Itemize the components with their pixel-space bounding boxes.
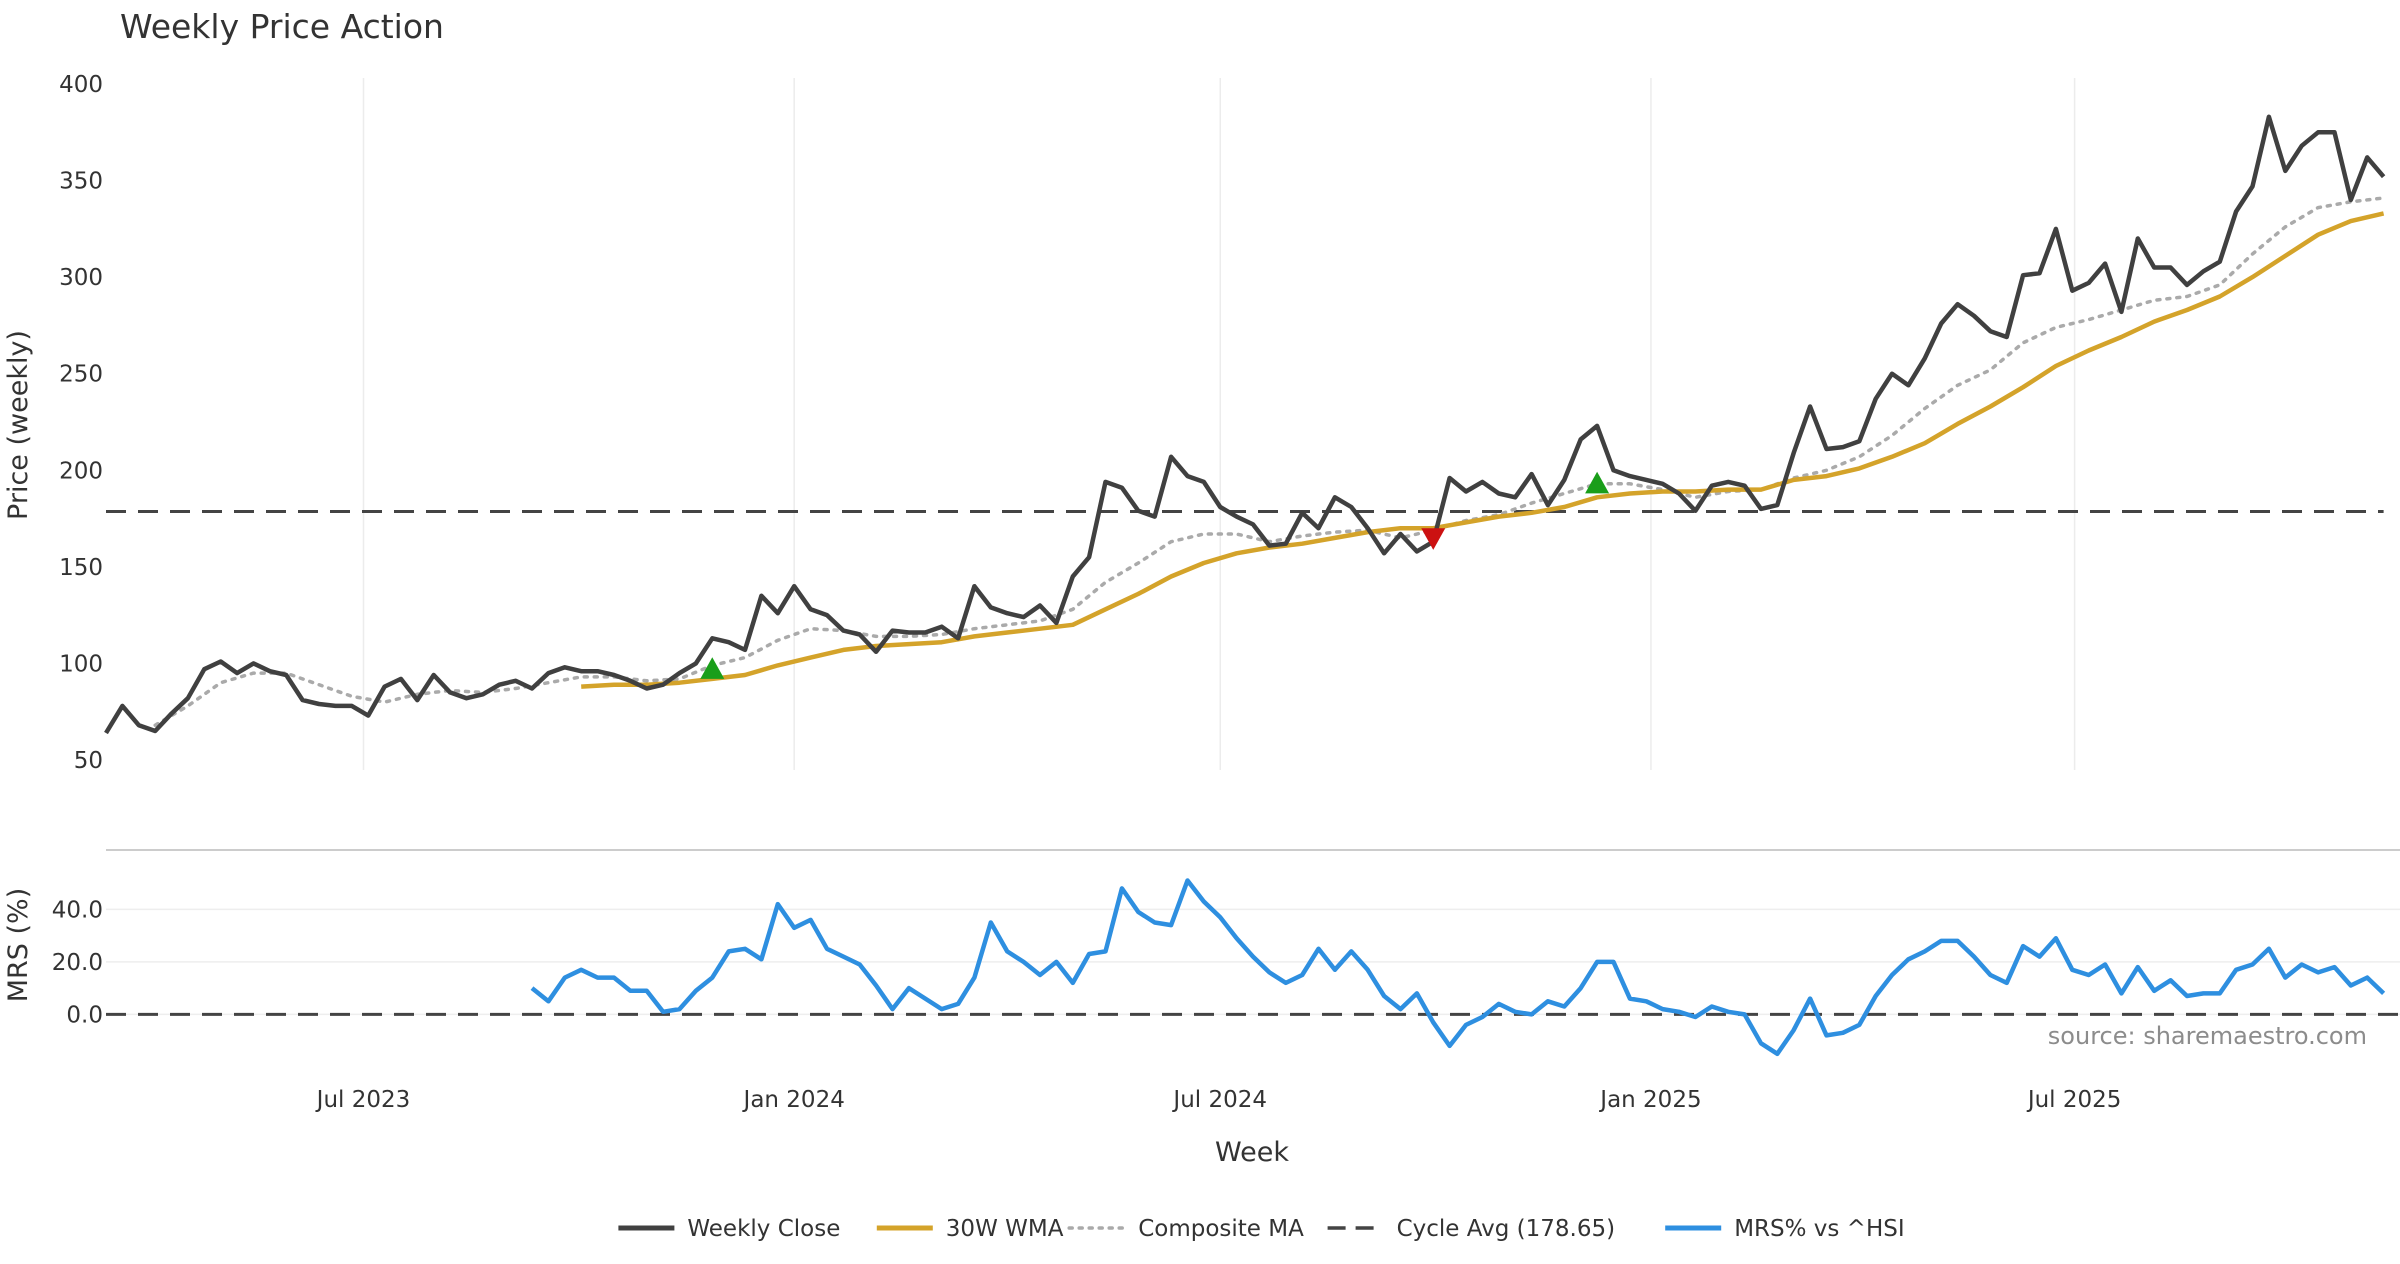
mrs-y-axis-title: MRS (%) <box>3 888 34 1003</box>
price-y-tick-label: 150 <box>59 555 103 581</box>
legend-label: 30W WMA <box>946 1216 1064 1242</box>
x-tick-label: Jul 2023 <box>315 1087 411 1113</box>
x-tick-label: Jan 2025 <box>1598 1087 1701 1113</box>
series-line-mrs <box>530 878 2386 1057</box>
buy-signal-marker <box>700 657 725 679</box>
source-label: source: sharemaestro.com <box>2048 1022 2367 1050</box>
sell-signal-marker <box>1421 528 1446 550</box>
legend-label: Composite MA <box>1138 1216 1304 1242</box>
series-line-weekly-close <box>104 114 2386 735</box>
x-tick-label: Jul 2024 <box>1171 1087 1267 1113</box>
mrs-y-tick-label: 20.0 <box>52 950 103 976</box>
mrs-y-tick-label: 0.0 <box>66 1002 103 1028</box>
price-y-tick-label: 100 <box>59 651 103 677</box>
buy-signal-marker <box>1585 471 1610 494</box>
price-y-tick-label: 350 <box>59 169 103 195</box>
mrs-y-tick-label: 40.0 <box>52 897 103 923</box>
reference-lines-layer <box>106 510 2400 1016</box>
price-y-tick-label: 300 <box>59 265 103 291</box>
legend: Weekly Close 30W WMA Composite MA Cycle Avg… <box>618 1216 1905 1242</box>
price-y-tick-label: 50 <box>74 748 103 774</box>
legend-label: MRS% vs ^HSI <box>1734 1216 1904 1242</box>
legend-label: Weekly Close <box>687 1216 840 1242</box>
grid-layer <box>106 78 2400 1016</box>
x-axis-title: Week <box>1215 1137 1289 1168</box>
axes-layer: Jul 2023 Jan 2024 Jul 2024 Jan 2025 Jul 2025… <box>52 72 2400 1113</box>
series-line-composite-ma <box>153 196 2386 727</box>
price-y-tick-label: 200 <box>59 458 103 484</box>
price-y-tick-label: 250 <box>59 362 103 388</box>
chart-title: Weekly Price Action <box>120 7 444 46</box>
x-tick-label: Jul 2025 <box>2026 1087 2122 1113</box>
x-tick-label: Jan 2024 <box>742 1087 845 1113</box>
legend-label: Cycle Avg (178.65) <box>1397 1216 1616 1242</box>
markers-layer <box>700 471 1610 679</box>
series-layer <box>104 114 2386 1057</box>
price-y-tick-label: 400 <box>59 72 103 98</box>
price-y-axis-title: Price (weekly) <box>3 330 34 520</box>
